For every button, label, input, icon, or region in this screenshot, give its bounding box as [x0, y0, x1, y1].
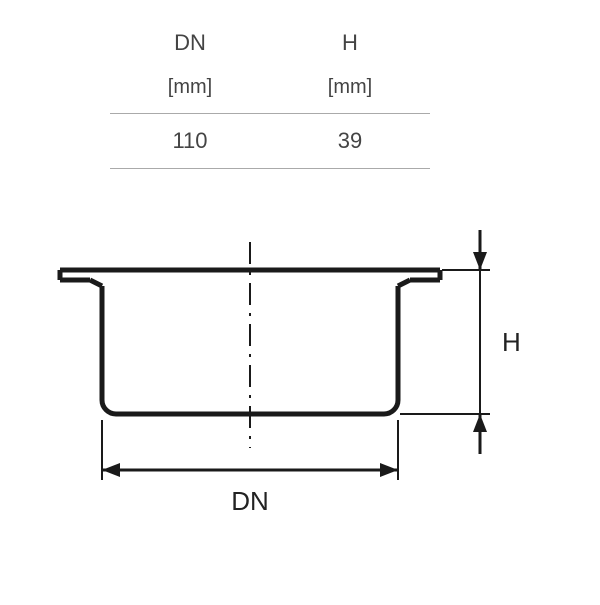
dim-label-h: H — [502, 327, 521, 357]
col-unit-h: [mm] — [270, 66, 430, 114]
col-header-dn: DN — [110, 20, 270, 66]
col-unit-dn: [mm] — [110, 66, 270, 114]
val-h: 39 — [270, 114, 430, 169]
dimension-drawing: DN H — [0, 230, 600, 600]
dim-label-dn: DN — [231, 486, 269, 516]
col-header-h: H — [270, 20, 430, 66]
spec-table: DN H [mm] [mm] 110 39 — [110, 20, 430, 169]
val-dn: 110 — [110, 114, 270, 169]
